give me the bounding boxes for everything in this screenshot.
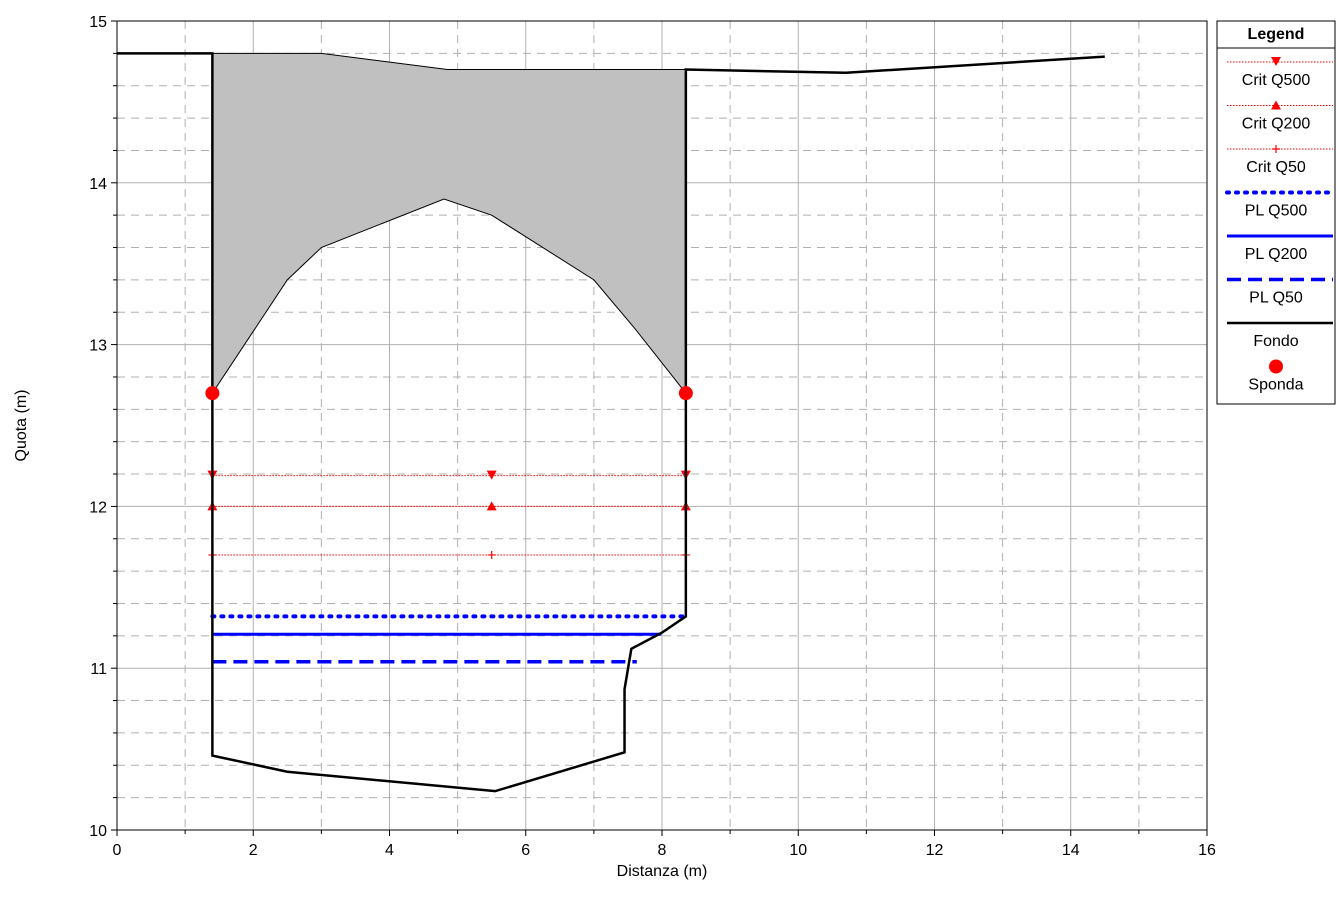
series-fondo-line	[117, 52, 1105, 793]
legend-crit-q50-marker	[1272, 145, 1280, 153]
axis-ticks: 0 2 4 6 8 10 12 14 16 10 11 12 13 14 15	[89, 14, 1216, 859]
legend-fondo-label: Fondo	[1253, 333, 1298, 350]
y-tick-label: 10	[89, 823, 107, 840]
y-tick-label: 14	[89, 176, 107, 193]
y-tick-label: 11	[90, 661, 107, 678]
legend-box	[1216, 20, 1336, 405]
x-tick-label: 6	[521, 842, 530, 859]
series-sponda-point	[205, 386, 220, 401]
series-sponda-point	[678, 386, 693, 401]
legend-pl-q200-label: PL Q200	[1245, 246, 1308, 263]
x-tick-label: 12	[926, 842, 944, 859]
x-tick-label: 16	[1198, 842, 1216, 859]
legend-title: Legend	[1248, 26, 1305, 43]
legend-crit-q200-label: Crit Q200	[1242, 116, 1311, 133]
series-crit-q200-point	[486, 501, 497, 511]
legend: Legend Crit Q500 Crit Q200 Crit Q50 PL Q500…	[1216, 20, 1336, 405]
legend-pl-q50-label: PL Q50	[1249, 290, 1303, 307]
y-tick-label: 12	[89, 499, 107, 516]
y-tick-label: 15	[89, 14, 107, 31]
legend-crit-q500-marker	[1271, 57, 1281, 66]
y-tick-label: 13	[89, 338, 107, 355]
x-tick-label: 2	[249, 842, 258, 859]
bridge-deck-area	[211, 52, 687, 395]
legend-pl-q500-label: PL Q500	[1245, 203, 1308, 220]
x-tick-label: 8	[658, 842, 667, 859]
legend-crit-q200-marker	[1271, 100, 1281, 110]
series-layer	[117, 52, 1105, 793]
legend-crit-q500-label: Crit Q500	[1242, 72, 1311, 89]
x-tick-label: 0	[113, 842, 122, 859]
series-crit-q500-point	[486, 470, 497, 480]
legend-sponda-marker	[1269, 359, 1283, 374]
x-tick-label: 4	[385, 842, 394, 859]
bridge-deck	[211, 52, 687, 395]
y-axis-label: Quota (m)	[13, 389, 30, 461]
legend-items: Crit Q500 Crit Q200 Crit Q50 PL Q500 PL Q200…	[1225, 57, 1335, 394]
legend-sponda-label: Sponda	[1248, 377, 1303, 394]
series-crit-q50-point	[487, 550, 496, 559]
x-tick-label: 14	[1062, 842, 1080, 859]
x-tick-label: 10	[789, 842, 807, 859]
x-axis-label: Distanza (m)	[617, 863, 708, 880]
legend-crit-q50-label: Crit Q50	[1246, 159, 1306, 176]
